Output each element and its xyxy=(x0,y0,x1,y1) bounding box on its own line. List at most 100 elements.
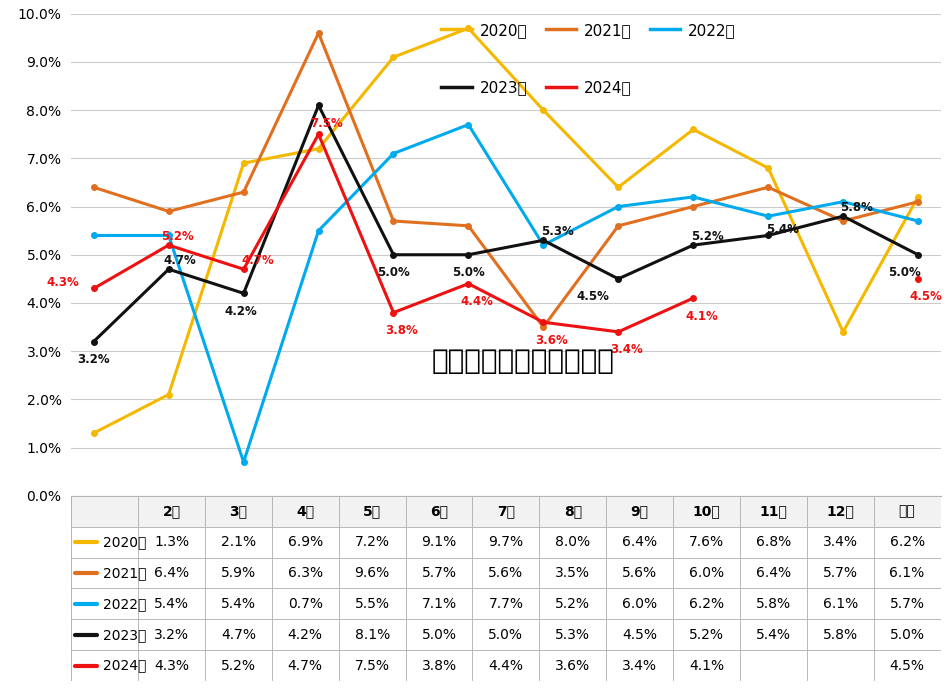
Bar xyxy=(673,557,740,588)
Text: 3.4%: 3.4% xyxy=(610,343,643,356)
Text: 3.4%: 3.4% xyxy=(823,535,858,549)
Bar xyxy=(406,650,472,681)
Text: 2023年: 2023年 xyxy=(104,627,146,642)
Bar xyxy=(673,619,740,650)
Text: 7月: 7月 xyxy=(497,504,515,518)
Text: 5.3%: 5.3% xyxy=(555,627,590,642)
Text: 3.6%: 3.6% xyxy=(535,334,568,347)
Bar xyxy=(138,650,205,681)
Text: 6.1%: 6.1% xyxy=(823,597,858,611)
Text: 5.5%: 5.5% xyxy=(354,597,390,611)
Text: 3.8%: 3.8% xyxy=(422,658,457,673)
Text: 5.7%: 5.7% xyxy=(823,566,858,580)
Text: 7.7%: 7.7% xyxy=(488,597,523,611)
Bar xyxy=(606,588,673,619)
Bar xyxy=(874,496,940,526)
Bar xyxy=(138,557,205,588)
Bar xyxy=(339,650,406,681)
Text: 2022年: 2022年 xyxy=(104,597,146,611)
Text: 8月: 8月 xyxy=(563,504,581,518)
Bar xyxy=(740,650,807,681)
Bar xyxy=(339,526,406,557)
Text: 7.5%: 7.5% xyxy=(311,117,343,129)
Text: 9.1%: 9.1% xyxy=(422,535,457,549)
Text: 5.0%: 5.0% xyxy=(377,266,409,279)
Text: 4月: 4月 xyxy=(296,504,314,518)
Bar xyxy=(272,526,339,557)
Bar xyxy=(71,588,138,619)
Text: 7.6%: 7.6% xyxy=(689,535,724,549)
Text: 6.2%: 6.2% xyxy=(689,597,724,611)
Text: 5.9%: 5.9% xyxy=(220,566,256,580)
Bar xyxy=(339,619,406,650)
Bar xyxy=(472,619,540,650)
Bar xyxy=(406,619,472,650)
Bar xyxy=(272,619,339,650)
Text: 2.1%: 2.1% xyxy=(220,535,256,549)
Bar xyxy=(673,526,740,557)
Bar xyxy=(673,650,740,681)
Text: 4.7%: 4.7% xyxy=(163,255,196,268)
Text: 6.3%: 6.3% xyxy=(288,566,323,580)
Bar xyxy=(406,557,472,588)
Text: 6.2%: 6.2% xyxy=(889,535,924,549)
Bar xyxy=(205,588,272,619)
Text: 6.1%: 6.1% xyxy=(889,566,924,580)
Text: 5月: 5月 xyxy=(363,504,381,518)
Bar xyxy=(807,526,874,557)
Text: 3.6%: 3.6% xyxy=(555,658,590,673)
Bar xyxy=(606,650,673,681)
Text: 4.2%: 4.2% xyxy=(288,627,323,642)
Text: 4.3%: 4.3% xyxy=(47,277,80,290)
Text: 4.5%: 4.5% xyxy=(622,627,657,642)
Text: 12月: 12月 xyxy=(826,504,854,518)
Bar xyxy=(807,619,874,650)
Bar xyxy=(205,650,272,681)
Bar xyxy=(874,619,940,650)
Bar xyxy=(540,526,606,557)
Text: 5.7%: 5.7% xyxy=(422,566,457,580)
Bar xyxy=(406,588,472,619)
Text: 5.0%: 5.0% xyxy=(889,627,924,642)
Text: 5.4%: 5.4% xyxy=(756,627,790,642)
Text: 6.0%: 6.0% xyxy=(622,597,657,611)
Text: 5.4%: 5.4% xyxy=(154,597,189,611)
Bar xyxy=(540,588,606,619)
Text: 3.8%: 3.8% xyxy=(386,324,418,337)
Text: 6.8%: 6.8% xyxy=(755,535,791,549)
Text: 5.2%: 5.2% xyxy=(221,658,256,673)
Text: 3月: 3月 xyxy=(229,504,247,518)
Text: 5.2%: 5.2% xyxy=(555,597,590,611)
Bar xyxy=(540,619,606,650)
Bar xyxy=(606,557,673,588)
Bar xyxy=(740,588,807,619)
Text: 5.2%: 5.2% xyxy=(161,230,194,244)
Text: 6.4%: 6.4% xyxy=(622,535,657,549)
Text: 4.5%: 4.5% xyxy=(910,290,942,303)
Text: 9.7%: 9.7% xyxy=(488,535,523,549)
Legend: 2023年, 2024年: 2023年, 2024年 xyxy=(435,74,637,102)
Text: 3.5%: 3.5% xyxy=(555,566,590,580)
Bar xyxy=(205,496,272,526)
Text: 3.4%: 3.4% xyxy=(622,658,657,673)
Text: 11月: 11月 xyxy=(759,504,788,518)
Bar xyxy=(138,526,205,557)
Bar xyxy=(339,588,406,619)
Bar xyxy=(874,588,940,619)
Text: 年度: 年度 xyxy=(899,504,916,518)
Text: 5.0%: 5.0% xyxy=(488,627,523,642)
Bar xyxy=(406,526,472,557)
Bar xyxy=(339,496,406,526)
Text: 7.5%: 7.5% xyxy=(354,658,390,673)
Bar xyxy=(540,557,606,588)
Text: 4.4%: 4.4% xyxy=(488,658,523,673)
Text: 5.6%: 5.6% xyxy=(622,566,657,580)
Text: 4.1%: 4.1% xyxy=(685,310,718,323)
Text: 6.4%: 6.4% xyxy=(756,566,791,580)
Bar xyxy=(272,557,339,588)
Bar xyxy=(874,557,940,588)
Text: 8.1%: 8.1% xyxy=(354,627,390,642)
Text: 2021年: 2021年 xyxy=(104,566,147,580)
Bar xyxy=(807,496,874,526)
Text: 9.6%: 9.6% xyxy=(354,566,390,580)
